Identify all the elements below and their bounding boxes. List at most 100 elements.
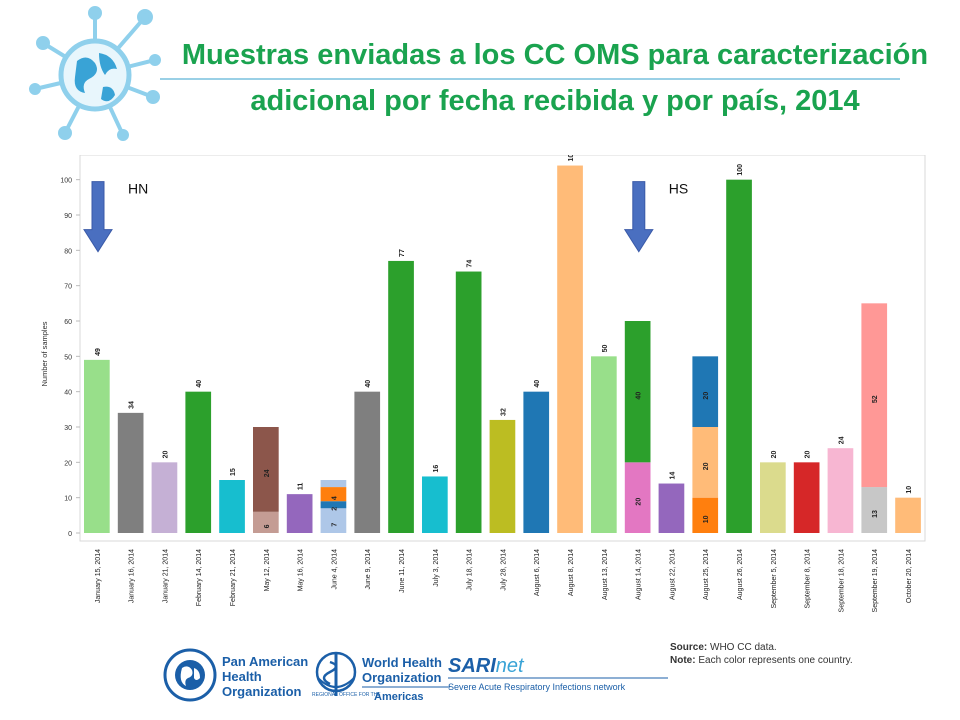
x-tick-label: October 20, 2014 — [906, 549, 913, 603]
annotation-label: HS — [669, 181, 688, 197]
x-tick-label: May 16, 2014 — [298, 549, 305, 592]
y-tick-label: 100 — [60, 178, 72, 185]
x-tick-label: February 14, 2014 — [196, 549, 203, 606]
x-tick-label: August 25, 2014 — [703, 549, 710, 600]
bar-segment — [185, 391, 212, 533]
chart-notes: Source: WHO CC data. Note: Each color re… — [670, 641, 853, 667]
bar-value-label: 52 — [872, 395, 879, 403]
bar-segment — [489, 419, 516, 533]
bar-value-label: 40 — [196, 380, 203, 388]
samples-bar-chart: 0 10 20 30 40 50 60 70 80 90 100 Number of samples 4… — [40, 155, 926, 613]
bar-segment — [793, 462, 820, 533]
x-tick-label: September 5, 2014 — [771, 549, 778, 609]
bar-segment — [422, 476, 448, 533]
y-tick-label: 40 — [64, 390, 72, 397]
bar-segment — [827, 448, 854, 533]
bar-value-label: 15 — [230, 468, 237, 476]
bar-segment — [658, 483, 685, 533]
bar-value-label: 40 — [365, 380, 372, 388]
bar-segment — [624, 321, 651, 463]
x-tick-label: July 28, 2014 — [500, 549, 507, 591]
footer-logos: Pan American Health Organization World H… — [163, 648, 668, 703]
bar-segment — [388, 260, 414, 533]
y-tick-label: 80 — [64, 248, 72, 255]
bar-segment — [253, 511, 279, 533]
bar-value-label: 34 — [129, 401, 136, 409]
bar-value-label: 6 — [264, 524, 271, 528]
title-divider — [160, 78, 900, 80]
bar-value-label: 24 — [264, 469, 271, 477]
x-tick-label: September 19, 2014 — [872, 549, 879, 613]
y-tick-label: 70 — [64, 284, 72, 291]
y-tick-label: 60 — [64, 319, 72, 326]
bar-value-label: 74 — [467, 260, 474, 268]
bar-value-label: 20 — [771, 450, 778, 458]
bar-value-label: 16 — [433, 465, 440, 473]
bar-segment — [895, 497, 921, 533]
bar-segment — [286, 494, 313, 533]
bar-value-label: 104 — [568, 155, 575, 162]
x-tick-label: July 3, 2014 — [433, 549, 440, 587]
x-tick-label: August 13, 2014 — [602, 549, 609, 600]
x-tick-label: July 18, 2014 — [467, 549, 474, 591]
virus-globe-logo — [29, 6, 161, 141]
y-tick-label: 20 — [64, 460, 72, 467]
sarinet-wordmark: SARInet — [448, 655, 525, 677]
page-title: Muestras enviadas a los CC OMS para cara… — [181, 39, 929, 117]
paho-line-2: Health — [222, 669, 262, 684]
x-tick-label: August 8, 2014 — [568, 549, 575, 596]
note-label: Note: — [670, 655, 696, 666]
paho-line-3: Organization — [222, 684, 302, 699]
bar-segment — [726, 179, 752, 533]
bar-segment — [455, 271, 482, 533]
x-tick-label: January 16, 2014 — [129, 549, 136, 603]
bar-segment — [84, 359, 110, 533]
who-line-1: World Health — [362, 655, 442, 670]
annotation-label: HN — [128, 181, 148, 197]
bar-value-label: 40 — [636, 392, 643, 400]
note-text: Each color represents one country. — [698, 655, 853, 666]
y-tick-label: 0 — [68, 531, 72, 538]
bar-value-label: 49 — [95, 348, 102, 356]
bar-segment — [591, 356, 617, 533]
sarinet-net: net — [496, 655, 525, 677]
bar-segment — [320, 501, 347, 509]
bar-segment — [861, 303, 888, 488]
y-axis-label: Number of samples — [40, 321, 49, 386]
bar-value-label: 32 — [500, 408, 507, 416]
x-tick-label: January 21, 2014 — [162, 549, 169, 603]
x-tick-label: June 4, 2014 — [331, 549, 338, 590]
bar-value-label: 4 — [331, 496, 338, 500]
bar-value-label: 10 — [703, 515, 710, 523]
y-tick-label: 10 — [64, 496, 72, 503]
bar-value-label: 2 — [331, 507, 338, 511]
bar-segment — [861, 487, 888, 533]
x-tick-label: June 9, 2014 — [365, 549, 372, 590]
who-emblem-icon — [315, 651, 357, 696]
x-tick-label: August 26, 2014 — [737, 549, 744, 600]
bar-segment — [692, 356, 719, 427]
sarinet-tagline: Severe Acute Respiratory Infections netw… — [448, 682, 626, 692]
source-label: Source: — [670, 642, 708, 653]
bar-segment — [760, 462, 786, 533]
bar-segment — [219, 480, 245, 533]
who-region: Americas — [374, 691, 424, 703]
bar-segment — [320, 480, 347, 488]
y-tick-label: 30 — [64, 425, 72, 432]
x-tick-label: August 14, 2014 — [636, 549, 643, 600]
sarinet-sari: SARI — [448, 655, 496, 677]
x-tick-label: June 11, 2014 — [399, 549, 406, 593]
bar-value-label: 50 — [602, 344, 609, 352]
bar-value-label: 20 — [162, 450, 169, 458]
bar-value-label: 20 — [805, 450, 812, 458]
down-arrow-icon — [83, 181, 113, 253]
bar-value-label: 10 — [906, 486, 913, 494]
bar-segment — [692, 427, 719, 498]
who-region-small: REGIONAL OFFICE FOR THE — [312, 692, 381, 698]
who-line-2: Organization — [362, 670, 442, 685]
bar-segment — [624, 462, 651, 533]
bar-value-label: 7 — [331, 523, 338, 527]
bar-value-label: 40 — [534, 380, 541, 388]
bar-value-label: 20 — [703, 462, 710, 470]
bar-value-label: 14 — [669, 472, 676, 480]
